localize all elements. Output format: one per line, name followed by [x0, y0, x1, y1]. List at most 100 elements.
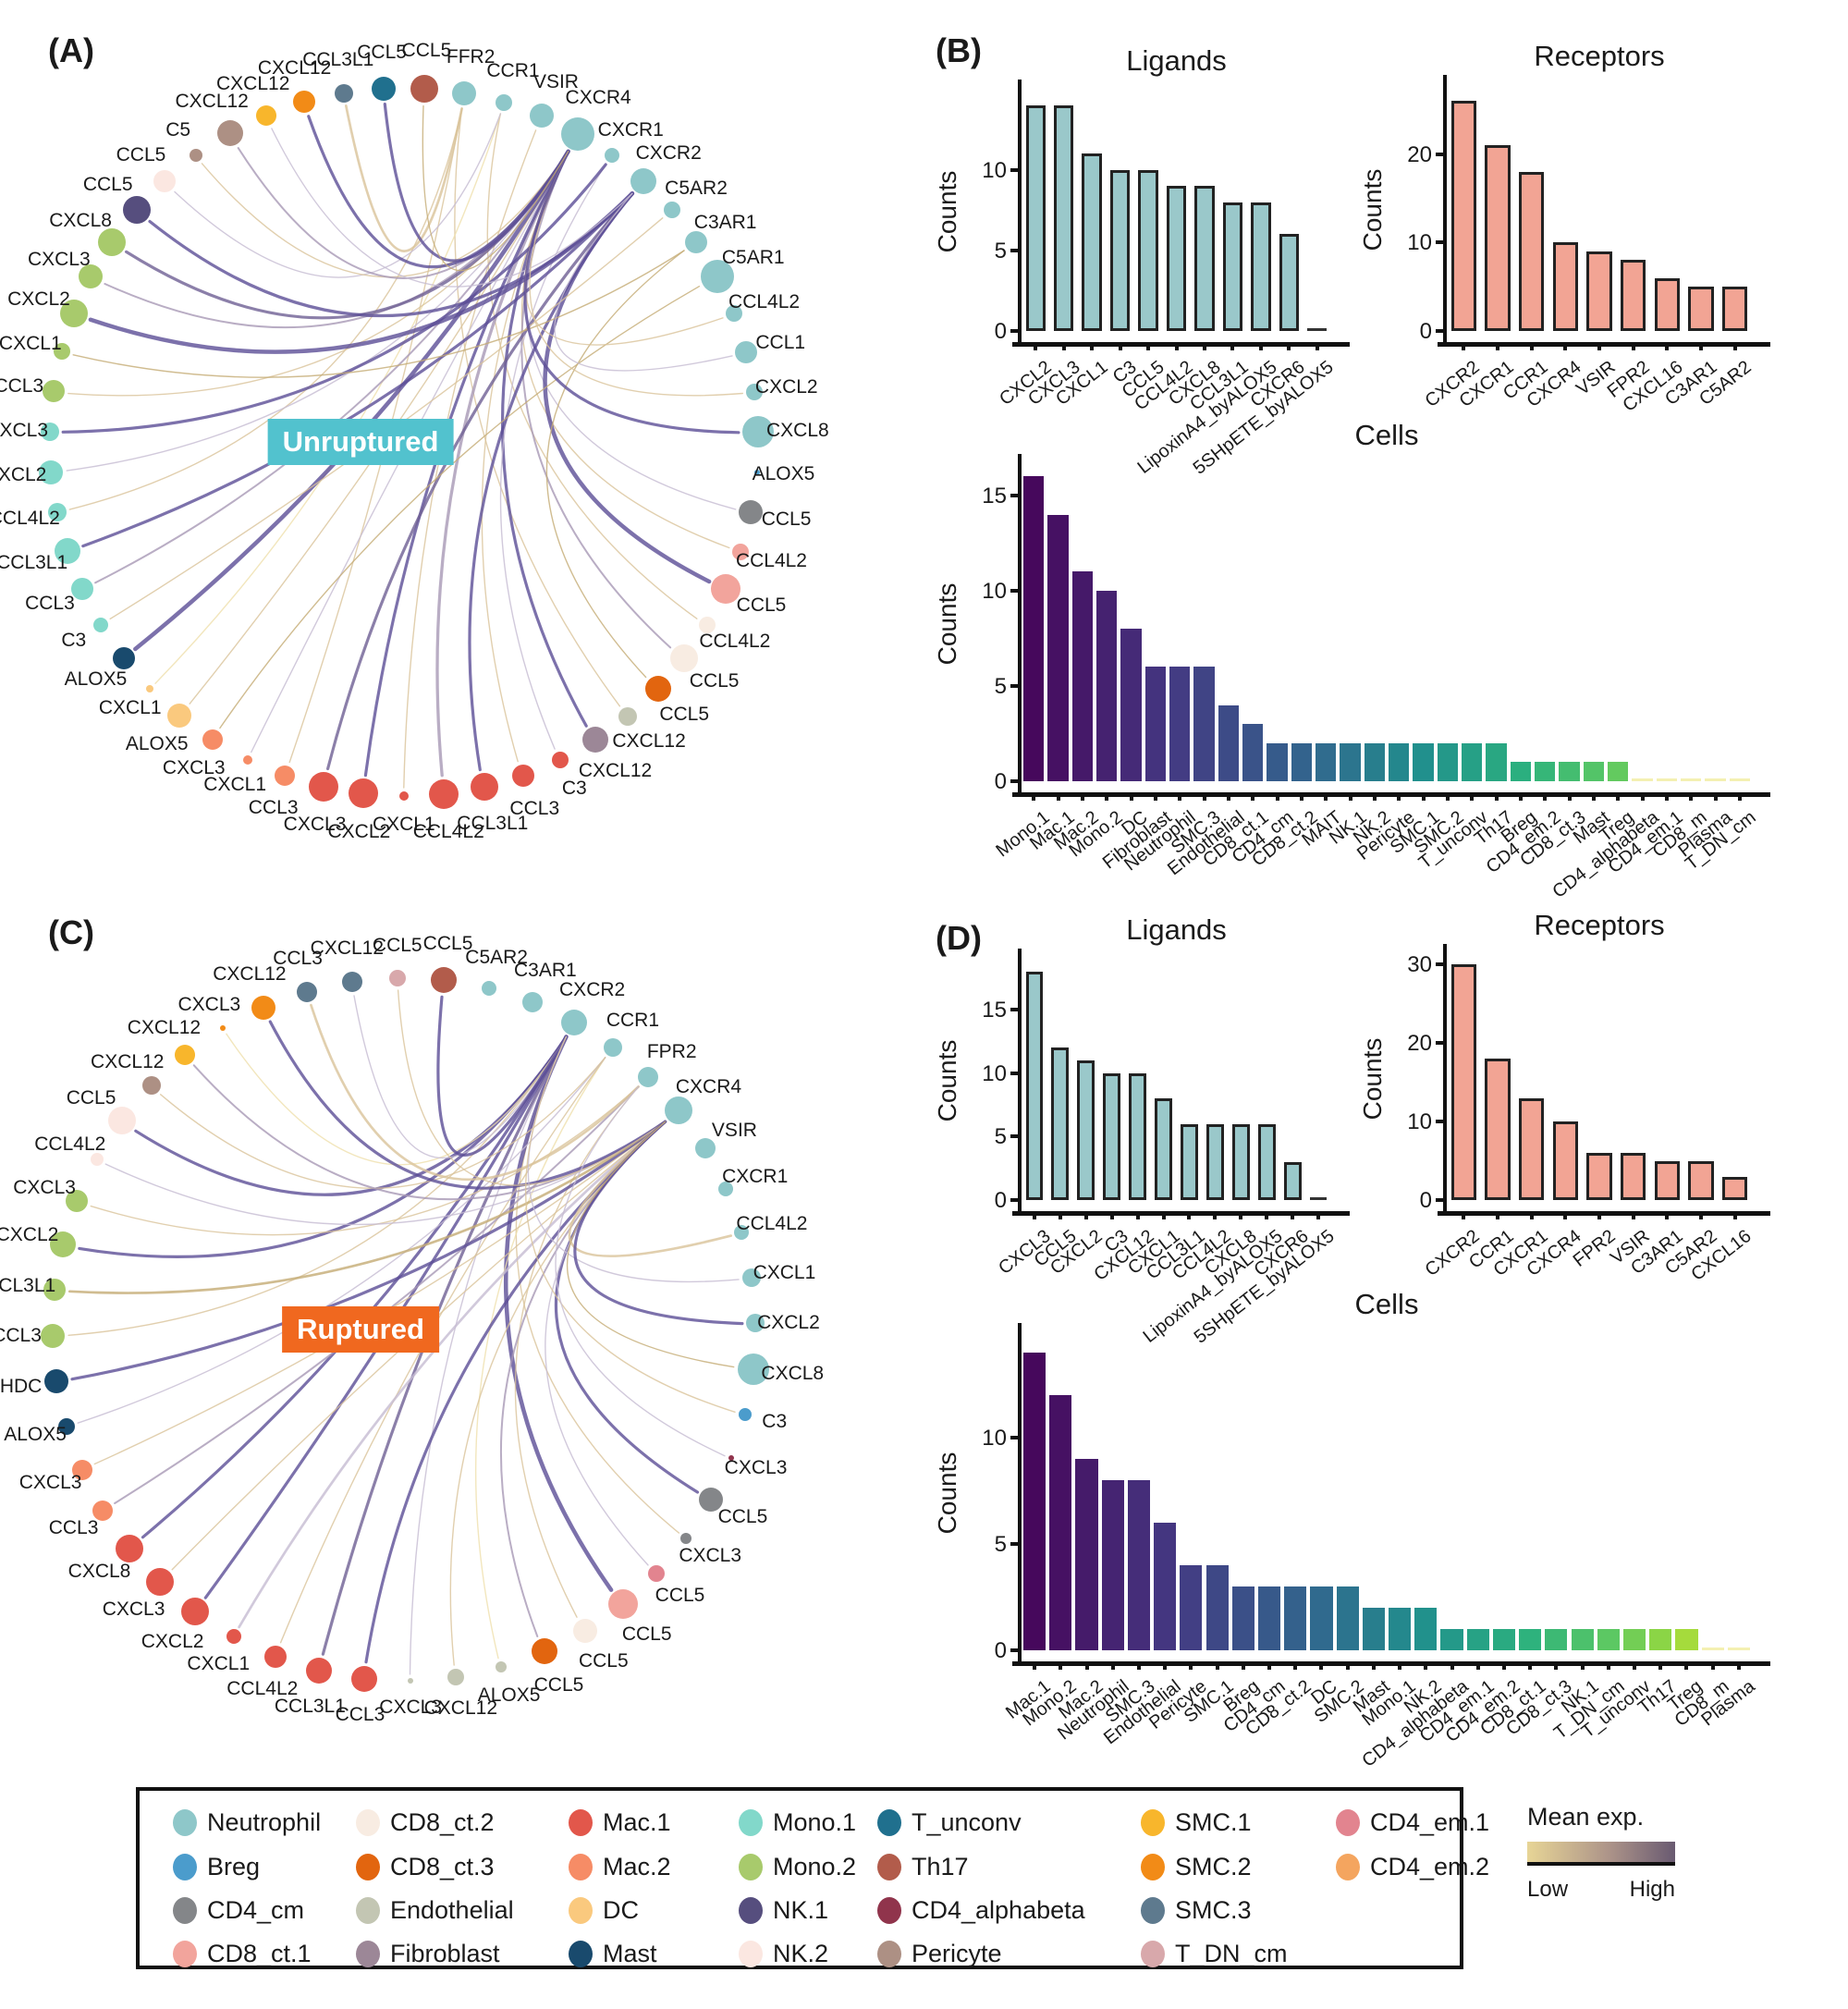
circos-node-ruptured-CCL5	[389, 970, 407, 987]
panel-label-a: (A)	[48, 31, 94, 69]
legend-label-Breg: Breg	[207, 1853, 261, 1880]
x-tickmark	[1187, 1211, 1192, 1219]
x-tickmark	[1239, 1211, 1243, 1219]
chord-link	[554, 192, 733, 372]
legend-dot-Neutrophil	[173, 1809, 197, 1836]
chord-link	[383, 103, 570, 263]
circos-node-unruptured-CCL4L2	[732, 543, 750, 560]
y-tick-D_receptors: 0	[1419, 1188, 1432, 1213]
chord-link	[61, 163, 607, 434]
circos-node-unruptured-CCL5	[739, 500, 764, 525]
chord-link	[454, 107, 621, 707]
x-tickmark	[1083, 1211, 1088, 1219]
bar-D_ligands-C3	[1103, 1072, 1121, 1200]
circos-node-label-unruptured-CXCL2: CXCL2	[7, 288, 70, 310]
chord-link	[514, 1085, 640, 1618]
x-axis-D_cells	[1012, 1661, 1770, 1666]
circos-node-ruptured-CXCL3	[728, 1455, 734, 1462]
circos-node-ruptured-CCL3L1	[306, 1657, 333, 1684]
x-tickmark	[1684, 1661, 1689, 1670]
x-tickmark	[1129, 792, 1133, 801]
chord-link	[523, 150, 740, 435]
bar-B_ligands-CXCR6	[1279, 234, 1300, 331]
circos-node-ruptured-CXCL3	[71, 1459, 92, 1480]
x-tickmark	[1136, 1661, 1141, 1670]
circos-node-label-unruptured-CCL3: CCL3	[509, 797, 560, 819]
bar-D_ligands-CCL4L2	[1205, 1123, 1224, 1200]
legend-label-CD8_ct.3: CD8_ct.3	[390, 1853, 495, 1880]
y-tickmark-B_ligands	[1010, 167, 1018, 172]
bar-D_ligands-CCL5	[1051, 1047, 1070, 1200]
circos-node-unruptured-CXCL12	[293, 91, 316, 114]
legend-label-Pericyte: Pericyte	[912, 1940, 1002, 1967]
circos-node-unruptured-CCL5	[670, 644, 699, 673]
bar-D_cells-NK.1	[1571, 1629, 1594, 1650]
bar-B_ligands-5SHpETE_byALOX5	[1307, 328, 1328, 331]
y-tick-D_ligands: 5	[994, 1124, 1007, 1150]
bar-B_cells-Mono.1	[1023, 476, 1045, 781]
circos-node-unruptured-CXCR4	[561, 116, 595, 151]
circos-node-unruptured-CXCL12	[581, 727, 608, 753]
chord-link	[486, 113, 698, 619]
bar-D_cells-Mac.1	[1023, 1353, 1046, 1650]
circos-node-label-unruptured-CCL4L2: CCL4L2	[412, 821, 484, 843]
circos-node-label-ruptured-VSIR: VSIR	[711, 1120, 757, 1142]
circos-node-ruptured-CXCL12	[341, 972, 362, 993]
bar-D_receptors-CXCL16	[1721, 1176, 1748, 1200]
x-tickmark	[1496, 342, 1499, 350]
circos-node-unruptured-CXCL1	[242, 754, 252, 765]
x-tickmark	[1230, 342, 1235, 350]
legend-dot-NK.2	[739, 1941, 763, 1967]
circos-node-label-ruptured-CXCL3: CXCL3	[724, 1456, 788, 1478]
y-axis-label-D_cells: Counts	[933, 1452, 961, 1535]
y-axis-B_ligands	[1018, 80, 1022, 342]
x-tickmark	[1033, 1661, 1037, 1670]
circos-node-label-ruptured-CXCL3: CXCL3	[13, 1176, 76, 1198]
legend-label-Mono.2: Mono.2	[773, 1853, 857, 1880]
y-tick-B_ligands: 10	[982, 157, 1007, 183]
circos-node-label-unruptured-VSIR: VSIR	[532, 71, 579, 93]
circos-node-label-ruptured-FPR2: FPR2	[646, 1041, 697, 1063]
circos-node-label-unruptured-CCL5: CCL5	[357, 41, 407, 63]
y-tickmark-D_cells	[1010, 1648, 1018, 1652]
circos-node-unruptured-CCL3	[70, 577, 93, 600]
x-tickmark	[1032, 1211, 1036, 1219]
bar-B_cells-CD4_em.2	[1535, 762, 1556, 781]
y-tickmark-D_receptors	[1436, 1198, 1443, 1202]
circos-node-label-ruptured-CXCL12: CXCL12	[91, 1051, 165, 1073]
circos-node-label-unruptured-C3AR1: C3AR1	[693, 211, 757, 233]
circos-node-unruptured-CCL3L1	[54, 538, 80, 565]
x-tickmark	[1397, 792, 1401, 801]
bar-B_cells-Fibroblast	[1144, 667, 1166, 781]
x-tickmark	[1450, 1661, 1454, 1670]
bar-D_ligands-5SHpETE_byALOX5	[1309, 1197, 1328, 1200]
circos-node-ruptured-CXCL12	[447, 1668, 465, 1685]
circos-node-unruptured-CXCL12	[216, 120, 243, 147]
x-tickmark	[1658, 1661, 1663, 1670]
x-tickmark	[1732, 1211, 1737, 1219]
circos-node-ruptured-ALOX5	[57, 1417, 75, 1435]
bar-B_ligands-LipoxinA4_byALOX5	[1251, 202, 1271, 331]
circos-node-label-ruptured-CXCL1: CXCL1	[187, 1653, 251, 1675]
bar-D_cells-CD4_em.1	[1466, 1629, 1489, 1650]
circos-node-unruptured-CXCL3	[41, 422, 60, 441]
x-tickmark	[1529, 1211, 1534, 1219]
y-tick-B_ligands: 0	[994, 319, 1007, 344]
bar-B_ligands-CXCL3	[1053, 104, 1074, 331]
bar-B_ligands-CCL5	[1138, 169, 1158, 331]
bar-B_ligands-C3	[1109, 169, 1131, 331]
bar-D_cells-CD4_alphabeta	[1440, 1629, 1463, 1650]
bar-D_cells-CD8_ct.3	[1545, 1629, 1568, 1650]
circos-node-label-ruptured-CXCL1: CXCL1	[753, 1261, 816, 1283]
circos-node-label-unruptured-C5: C5	[165, 119, 191, 141]
circos-node-ruptured-CCL3	[297, 981, 318, 1002]
circos-node-unruptured-CCL3	[42, 380, 65, 403]
chord-link	[566, 1121, 735, 1368]
circos-node-label-unruptured-CXCR4: CXCR4	[565, 87, 631, 109]
legend-label-T_DN_cm: T_DN_cm	[1175, 1940, 1288, 1967]
circos-node-ruptured-CXCL12	[251, 995, 276, 1020]
circos-node-label-unruptured-CXCL12: CXCL12	[257, 56, 332, 79]
circos-node-label-ruptured-CXCL3: CXCL3	[679, 1545, 742, 1567]
x-tickmark	[1736, 1661, 1741, 1670]
x-tickmark	[1664, 792, 1669, 801]
